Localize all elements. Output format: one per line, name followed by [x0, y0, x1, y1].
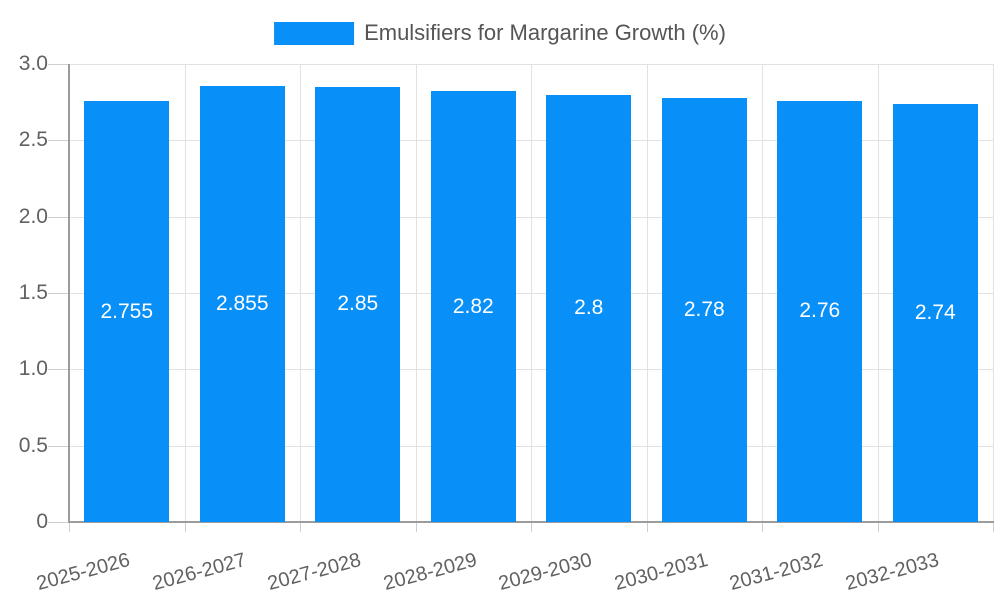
bar-value-label: 2.76: [799, 299, 841, 323]
x-tick-mark: [646, 522, 648, 532]
y-tick-label: 2.0: [18, 204, 48, 228]
bar: 2.76: [777, 100, 863, 522]
x-tick-mark: [300, 522, 301, 532]
bar: 2.85: [315, 86, 401, 522]
v-gridline: [531, 64, 532, 522]
bar: 2.855: [199, 86, 285, 522]
y-tick-mark: [48, 293, 69, 294]
bar-value-label: 2.855: [215, 292, 269, 316]
legend-swatch: [274, 21, 355, 45]
legend: Emulsifiers for Margarine Growth (%): [274, 20, 726, 46]
bar-value-label: 2.82: [452, 294, 494, 318]
y-tick-mark: [48, 522, 69, 523]
bar-value-label: 2.755: [100, 299, 154, 323]
bar-value-label: 2.74: [914, 300, 956, 324]
bar: 2.8: [546, 94, 632, 522]
bar-value-label: 2.8: [574, 296, 604, 320]
v-gridline: [300, 64, 301, 522]
x-tick-mark: [184, 522, 186, 532]
x-tick-label: 2029-2030: [496, 549, 595, 596]
y-tick-mark: [48, 216, 69, 218]
x-tick-mark: [762, 522, 763, 532]
x-tick-label: 2027-2028: [265, 549, 364, 596]
y-tick-mark: [48, 445, 69, 447]
x-axis-line: [68, 521, 994, 523]
bar-value-label: 2.78: [683, 297, 725, 321]
y-tick-mark: [48, 64, 69, 65]
legend-label: Emulsifiers for Margarine Growth (%): [364, 20, 726, 45]
y-tick-label: 0: [36, 510, 48, 533]
y-axis-line: [68, 64, 70, 522]
v-gridline: [993, 64, 994, 522]
bar: 2.78: [661, 97, 747, 522]
y-tick-mark: [48, 140, 69, 142]
x-tick-label: 2032-2033: [842, 549, 941, 596]
x-tick-label: 2030-2031: [611, 549, 710, 596]
x-tick-label: 2025-2026: [34, 549, 133, 596]
y-axis-labels: 0 0.5 1.0 1.5 2.0 2.5 3.0: [0, 52, 48, 533]
y-tick-label: 1.5: [18, 281, 48, 304]
v-gridline: [646, 64, 648, 522]
v-gridline: [762, 64, 763, 522]
bar: 2.755: [84, 101, 170, 522]
bar: 2.74: [892, 103, 978, 522]
y-tick-mark: [48, 369, 69, 371]
x-tick-label: 2028-2029: [380, 549, 479, 596]
bar-value-label: 2.85: [337, 292, 379, 316]
v-gridline: [415, 64, 417, 522]
x-tick-mark: [69, 522, 70, 532]
v-gridline: [184, 64, 186, 522]
bar: 2.82: [430, 91, 516, 522]
v-gridline: [877, 64, 879, 522]
y-tick-label: 3.0: [18, 52, 48, 75]
x-tick-mark: [877, 522, 879, 532]
x-tick-mark: [415, 522, 417, 532]
x-tick-mark: [531, 522, 532, 532]
y-tick-label: 2.5: [18, 128, 48, 152]
y-tick-label: 0.5: [18, 433, 48, 457]
x-tick-mark: [993, 522, 994, 532]
x-tick-label: 2031-2032: [727, 549, 826, 596]
plot-area: 2.755 2.855 2.85 2.82 2.8 2.78 2.76 2.74: [48, 64, 994, 532]
y-tick-label: 1.0: [18, 357, 48, 381]
x-tick-label: 2026-2027: [149, 549, 248, 596]
